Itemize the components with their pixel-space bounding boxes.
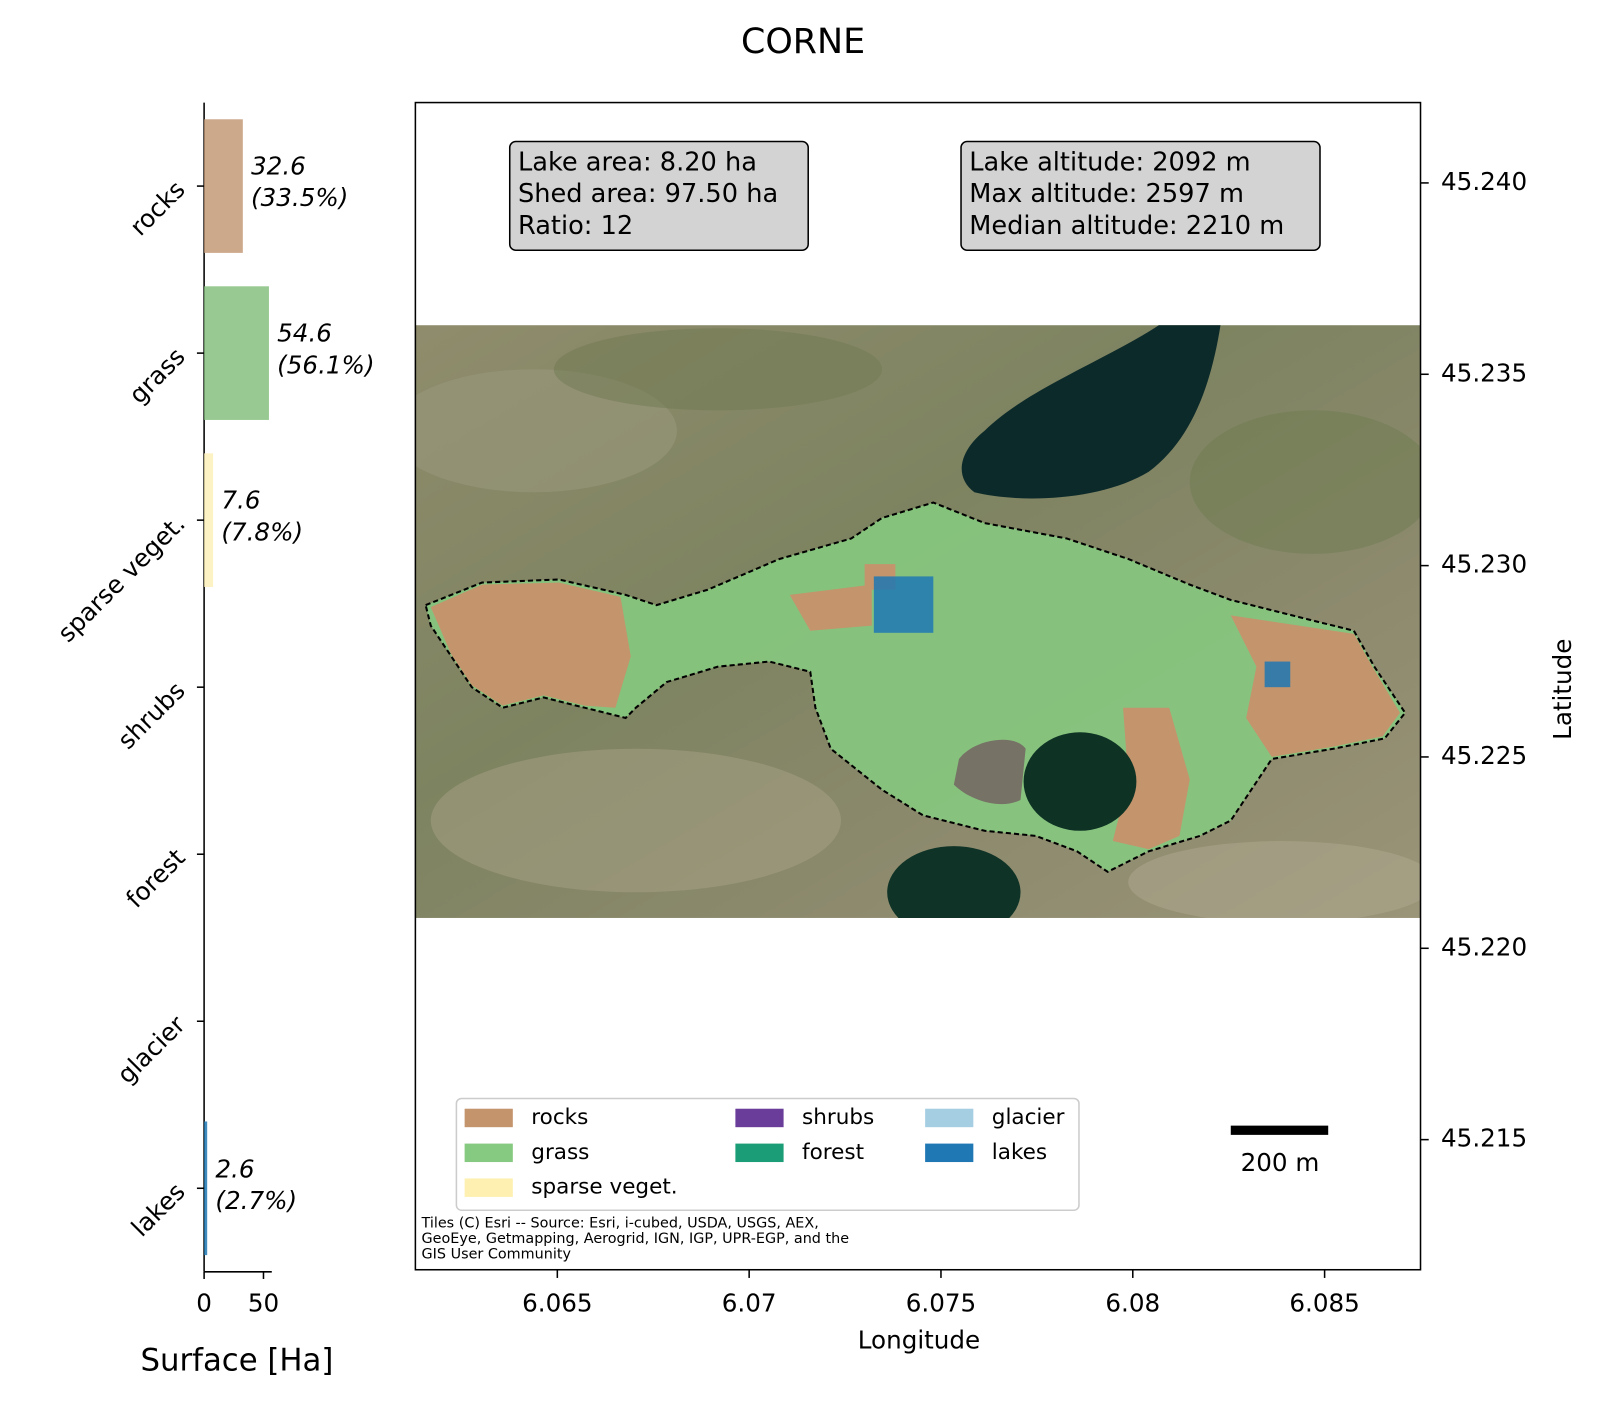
chart-title: CORNE: [741, 22, 865, 62]
value-label-box: 7.6 (7.8%): [221, 486, 304, 547]
x-axis-label: Surface [Ha]: [140, 1343, 333, 1379]
y-tick-label: 45.235: [1441, 358, 1527, 387]
y-tick-label: 45.220: [1441, 932, 1527, 961]
legend-label: lakes: [992, 1140, 1047, 1165]
annotation-box: Lake altitude: 2092 m Max altitude: 2597…: [969, 146, 1285, 240]
value-label-box: 2.6 (2.7%): [215, 1154, 298, 1215]
bar: [204, 453, 214, 587]
x-tick-label: 6.07: [722, 1289, 777, 1318]
legend-label: shrubs: [802, 1105, 874, 1130]
x-tick-label: 6.08: [1105, 1289, 1160, 1318]
annotation-box: Lake area: 8.20 ha Shed area: 97.50 ha R…: [517, 146, 779, 240]
value-label: 54.6 (56.1%): [277, 319, 375, 380]
watershed: [424, 501, 1407, 873]
annotation: Lake area: 8.20 ha Shed area: 97.50 ha R…: [517, 146, 779, 240]
legend-label: sparse veget.: [531, 1175, 677, 1200]
legend-swatch: [735, 1108, 784, 1128]
attribution: Tiles (C) Esri -- Source: Esri, i-cubed,…: [421, 1216, 850, 1263]
y-tick-label: 45.225: [1441, 741, 1527, 770]
legend-label: forest: [802, 1140, 864, 1165]
x-tick-label: 6.085: [1289, 1289, 1359, 1318]
x-tick-label: 6.065: [522, 1289, 592, 1318]
bar: [204, 119, 243, 253]
value-label-box: 54.6 (56.1%): [277, 319, 375, 380]
info-box: [960, 140, 1321, 252]
value-label: 2.6 (2.7%): [215, 1154, 298, 1215]
legend-swatch: [464, 1108, 513, 1128]
x-tick-label: 50: [248, 1289, 279, 1318]
y-tick-label: 45.240: [1441, 167, 1527, 196]
map-frame: [414, 101, 1422, 1271]
value-label-box: 32.6 (33.5%): [251, 152, 349, 213]
bar: [204, 286, 269, 420]
x-tick-label: 6.075: [906, 1289, 976, 1318]
legend-swatch: [464, 1143, 513, 1163]
attribution-box: Tiles (C) Esri -- Source: Esri, i-cubed,…: [421, 1216, 850, 1263]
legend-label: grass: [531, 1140, 589, 1165]
value-label: 7.6 (7.8%): [221, 486, 304, 547]
annotation: Lake altitude: 2092 m Max altitude: 2597…: [969, 146, 1285, 240]
y-tick-label: 45.215: [1441, 1124, 1527, 1153]
y-tick-label: 45.230: [1441, 550, 1527, 579]
info-box: [508, 140, 809, 252]
legend-swatch: [925, 1143, 974, 1163]
y-axis-label: Latitude: [1548, 639, 1577, 740]
legend-swatch: [735, 1143, 784, 1163]
x-tick-label: 0: [196, 1289, 212, 1318]
legend-swatch: [925, 1108, 974, 1128]
bar: [204, 1121, 208, 1256]
scale-bar-label: 200 m: [1241, 1148, 1320, 1177]
x-axis-label: Longitude: [858, 1326, 980, 1355]
legend-swatch: [464, 1178, 513, 1197]
legend-label: rocks: [531, 1105, 588, 1130]
value-label: 32.6 (33.5%): [251, 152, 349, 213]
legend-label: glacier: [992, 1105, 1065, 1130]
